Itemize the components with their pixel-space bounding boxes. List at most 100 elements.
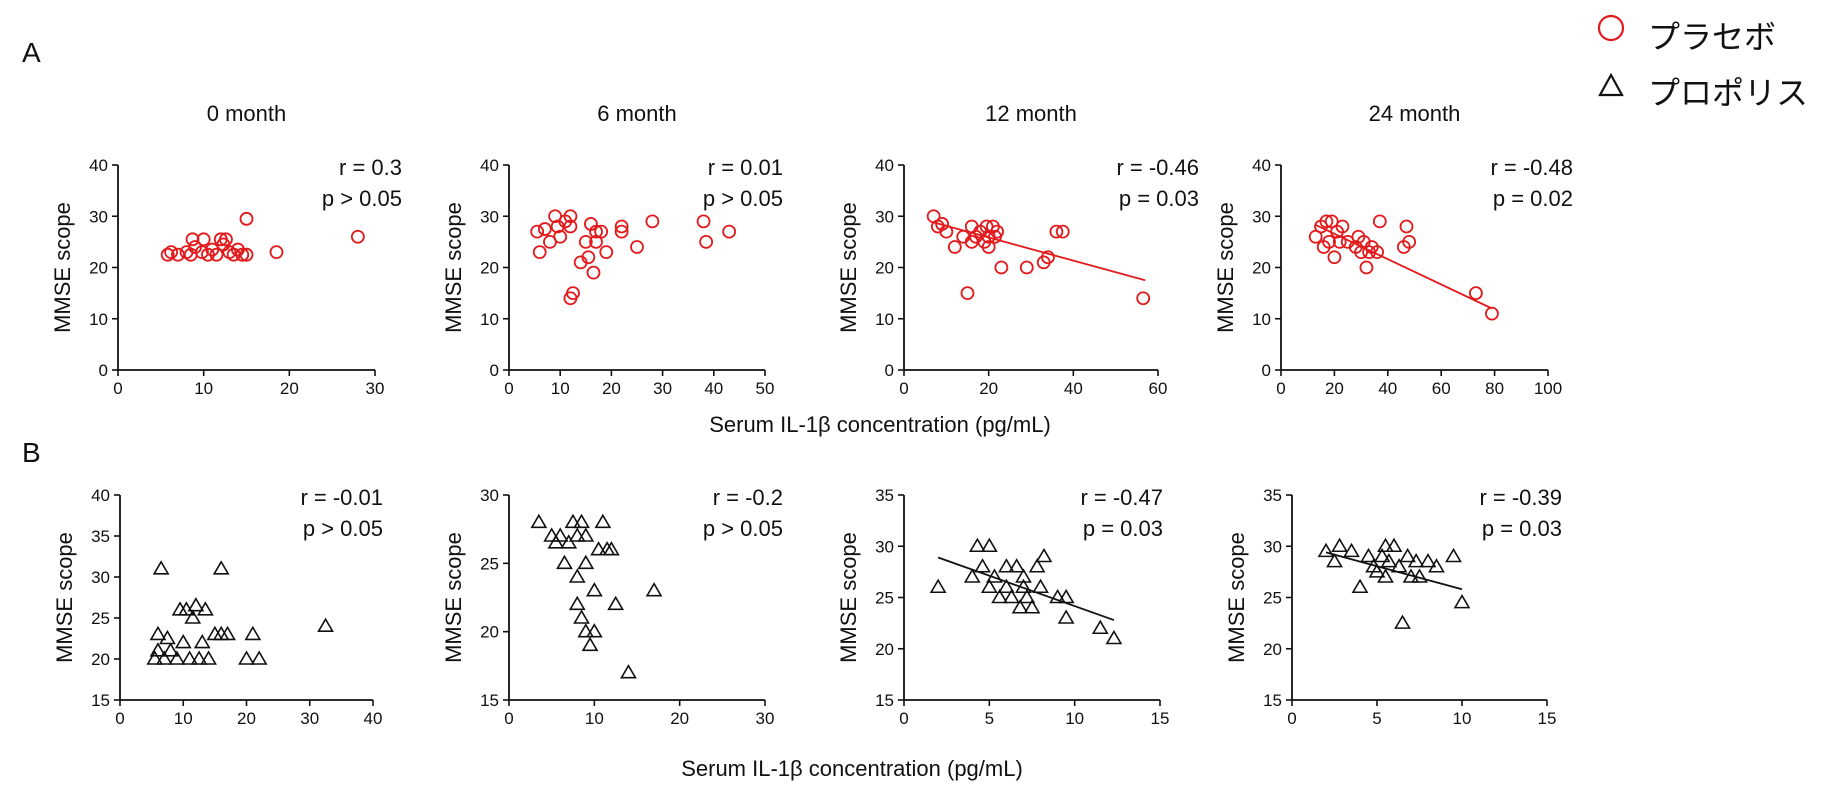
y-axis-label: MMSE scope bbox=[52, 532, 77, 663]
data-point bbox=[1380, 553, 1398, 568]
legend-propolis-label: プロポリス bbox=[1648, 75, 1808, 111]
data-point bbox=[1402, 234, 1417, 249]
data-point bbox=[1335, 219, 1350, 234]
x-tick-label: 40 bbox=[1064, 379, 1083, 398]
data-point bbox=[159, 629, 176, 645]
data-point bbox=[1399, 547, 1416, 563]
plots: 0 10 20 30 40 0 10 20 30 MMSE scope 0 month r = 0.3… bbox=[50, 101, 1573, 728]
x-tick-label: 10 bbox=[585, 709, 604, 728]
data-point bbox=[1327, 250, 1342, 265]
data-point bbox=[991, 588, 1008, 604]
data-point bbox=[963, 568, 981, 583]
x-tick-label: 50 bbox=[756, 379, 775, 398]
data-point bbox=[190, 650, 208, 665]
data-point bbox=[1377, 568, 1394, 583]
data-point bbox=[1402, 568, 1420, 583]
y-tick-label: 25 bbox=[875, 589, 894, 608]
data-point bbox=[1399, 219, 1414, 234]
data-point bbox=[209, 247, 224, 262]
data-point bbox=[968, 537, 986, 553]
scatter-plot-7: 15 20 25 30 35 0 5 10 15 MMSE scope r = -0.47 p = 0… bbox=[836, 485, 1169, 728]
data-point bbox=[149, 642, 167, 657]
y-tick-label: 20 bbox=[480, 259, 499, 278]
data-point bbox=[1428, 558, 1445, 573]
data-point bbox=[1011, 599, 1029, 614]
data-point bbox=[563, 209, 578, 224]
data-point bbox=[556, 554, 573, 570]
data-point bbox=[1373, 547, 1391, 563]
data-point bbox=[585, 582, 603, 597]
chart-title: 6 month bbox=[597, 101, 677, 126]
data-point bbox=[200, 650, 217, 665]
data-point bbox=[317, 617, 334, 633]
data-point bbox=[193, 634, 211, 649]
data-point bbox=[196, 232, 211, 247]
data-point bbox=[168, 650, 186, 665]
y-tick-label: 15 bbox=[480, 691, 499, 710]
data-point bbox=[939, 224, 954, 239]
r-value-label: r = -0.39 bbox=[1479, 485, 1562, 510]
data-point bbox=[1319, 214, 1334, 229]
data-point bbox=[1407, 553, 1425, 568]
data-point bbox=[947, 240, 962, 254]
data-point bbox=[607, 595, 625, 611]
data-point bbox=[269, 245, 284, 260]
data-point bbox=[1105, 629, 1123, 645]
data-point bbox=[998, 558, 1015, 573]
y-tick-label: 40 bbox=[1252, 156, 1271, 175]
data-point bbox=[212, 560, 230, 575]
data-point bbox=[935, 217, 949, 231]
data-point bbox=[1035, 547, 1053, 563]
y-tick-label: 30 bbox=[89, 207, 108, 226]
x-tick-label: 5 bbox=[985, 709, 994, 728]
x-tick-label: 40 bbox=[364, 709, 383, 728]
data-point bbox=[614, 224, 629, 239]
x-tick-label: 10 bbox=[1453, 709, 1472, 728]
data-point bbox=[980, 578, 998, 594]
x-tick-label: 20 bbox=[979, 379, 998, 398]
data-point bbox=[219, 232, 233, 247]
data-point bbox=[581, 250, 596, 265]
shared-xlabel-a: Serum IL-1β concentration (pg/mL) bbox=[709, 412, 1051, 437]
legend-propolis-marker bbox=[1598, 72, 1624, 97]
x-tick-label: 0 bbox=[113, 379, 122, 398]
chart-title: 0 month bbox=[207, 101, 287, 126]
data-point bbox=[1370, 245, 1385, 260]
shared-xlabel-b: Serum IL-1β concentration (pg/mL) bbox=[681, 756, 1023, 781]
data-point bbox=[1359, 260, 1374, 275]
data-point bbox=[722, 224, 737, 239]
data-point bbox=[155, 650, 173, 665]
x-tick-label: 15 bbox=[1151, 709, 1170, 728]
data-point bbox=[581, 636, 599, 652]
data-point bbox=[1368, 563, 1386, 578]
x-tick-label: 20 bbox=[280, 379, 299, 398]
data-point bbox=[1317, 542, 1335, 558]
y-tick-label: 35 bbox=[91, 527, 110, 546]
y-tick-label: 40 bbox=[480, 156, 499, 175]
data-point bbox=[645, 214, 660, 229]
y-tick-label: 10 bbox=[480, 310, 499, 329]
data-point bbox=[160, 247, 175, 262]
data-point bbox=[586, 265, 601, 280]
data-point bbox=[994, 260, 1009, 275]
data-point bbox=[174, 634, 192, 649]
data-point bbox=[219, 625, 236, 641]
data-point bbox=[577, 623, 595, 638]
x-tick-label: 30 bbox=[300, 709, 319, 728]
y-tick-label: 25 bbox=[91, 609, 110, 628]
r-value-label: r = 0.3 bbox=[339, 155, 402, 180]
data-point bbox=[560, 534, 578, 549]
data-point bbox=[974, 558, 991, 573]
y-tick-label: 0 bbox=[1262, 361, 1271, 380]
y-axis-label: MMSE scope bbox=[50, 202, 75, 333]
y-tick-label: 20 bbox=[875, 640, 894, 659]
data-point bbox=[1015, 578, 1032, 594]
r-value-label: r = -0.2 bbox=[713, 485, 783, 510]
data-point bbox=[196, 601, 214, 616]
y-tick-label: 10 bbox=[875, 310, 894, 329]
data-point bbox=[1003, 588, 1020, 604]
data-point bbox=[1019, 260, 1034, 275]
y-axis-label: MMSE scope bbox=[441, 202, 466, 333]
data-point bbox=[998, 578, 1015, 594]
data-point bbox=[1385, 537, 1403, 553]
